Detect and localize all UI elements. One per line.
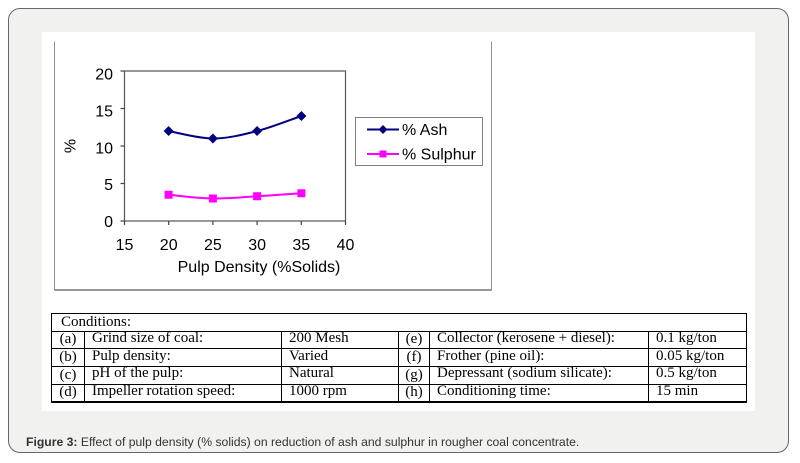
svg-text:10: 10 xyxy=(95,140,113,157)
svg-text:20: 20 xyxy=(160,237,178,254)
svg-text:% Ash: % Ash xyxy=(402,122,447,139)
svg-text:35: 35 xyxy=(292,237,310,254)
svg-text:15: 15 xyxy=(116,237,134,254)
svg-text:30: 30 xyxy=(248,237,266,254)
svg-text:5: 5 xyxy=(104,177,113,194)
svg-text:0: 0 xyxy=(104,214,113,231)
svg-text:25: 25 xyxy=(204,237,222,254)
svg-text:Pulp Density (%Solids): Pulp Density (%Solids) xyxy=(178,259,341,276)
svg-text:% Sulphur: % Sulphur xyxy=(402,147,476,164)
svg-text:15: 15 xyxy=(95,103,113,120)
svg-text:20: 20 xyxy=(95,66,113,83)
svg-text:%: % xyxy=(63,139,80,153)
svg-text:40: 40 xyxy=(337,237,355,254)
